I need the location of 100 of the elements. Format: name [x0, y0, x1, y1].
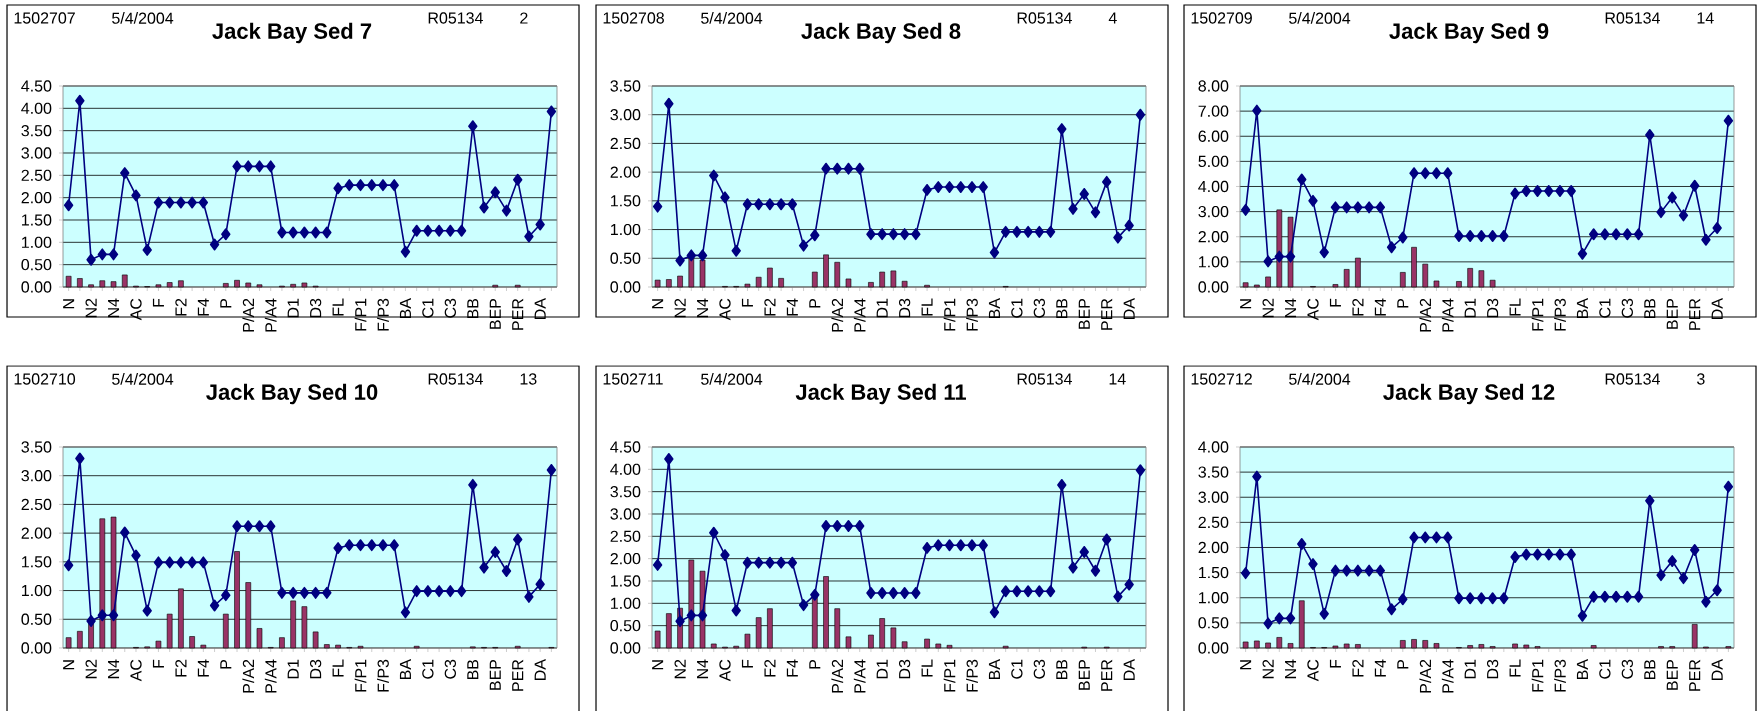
y-tick-label: 4.00: [1198, 180, 1229, 193]
x-tick-label: D3: [309, 298, 322, 318]
point: [798, 599, 809, 612]
y-tick-label: 2.00: [21, 527, 52, 539]
point: [1667, 555, 1677, 568]
x-tick-label: BB: [1056, 298, 1068, 319]
bar: [1467, 268, 1473, 288]
y-tick-label: 2.50: [610, 137, 641, 150]
bar: [812, 271, 818, 288]
point: [400, 606, 411, 619]
point: [501, 204, 512, 217]
point: [1135, 108, 1146, 121]
y-tick-label: 1.50: [611, 575, 641, 587]
bar: [677, 275, 683, 288]
x-tick-label: P/A2: [242, 659, 255, 693]
text: 2: [520, 12, 528, 24]
point: [164, 556, 175, 569]
x-tick-label: N: [63, 660, 75, 670]
x-tick-label: F: [152, 659, 164, 668]
bar: [121, 274, 128, 288]
point: [765, 198, 775, 211]
point: [490, 186, 500, 199]
bar: [1433, 643, 1440, 649]
y-tick-label: 1.50: [1199, 566, 1229, 579]
y-tick-label: 1.00: [611, 597, 641, 609]
point: [1420, 167, 1430, 180]
bar: [178, 280, 184, 288]
x-tick-label: C3: [1033, 659, 1046, 679]
y-tick-label: 4.00: [21, 102, 52, 114]
x-tick-label: C3: [444, 298, 457, 318]
point: [1577, 247, 1588, 260]
y-tick-label: 0.00: [610, 281, 641, 293]
x-tick-label: BA: [399, 298, 411, 319]
x-tick-label: P: [220, 659, 232, 669]
y-tick-label: 0.50: [21, 613, 52, 625]
x-tick-label: BA: [399, 659, 411, 680]
y-tick-label: 3.00: [1198, 491, 1229, 503]
point: [1398, 593, 1408, 606]
point: [855, 520, 865, 533]
point: [933, 539, 943, 552]
point: [1690, 544, 1700, 557]
x-tick-label: BEP: [1666, 298, 1678, 329]
x-tick-label: N: [1240, 299, 1252, 309]
point: [1465, 229, 1475, 242]
point: [978, 181, 988, 194]
point: [1113, 590, 1123, 603]
point: [378, 179, 388, 192]
point: [1510, 187, 1520, 200]
bar: [65, 637, 72, 649]
text: 13: [520, 373, 537, 385]
y-tick-label: 3.00: [610, 508, 641, 520]
point: [1510, 551, 1520, 564]
x-tick-label: F/P3: [966, 298, 978, 331]
bar: [901, 280, 908, 288]
x-tick-label: AC: [719, 659, 731, 682]
text: R05134: [1605, 373, 1660, 385]
point: [1678, 572, 1689, 585]
y-tick-label: 0.00: [21, 281, 52, 293]
bar: [1242, 641, 1249, 649]
text: 1502712: [1191, 373, 1252, 385]
x-tick-label: P: [220, 298, 232, 308]
point: [989, 246, 1000, 259]
y-tick-label: 1.50: [22, 214, 52, 226]
x-tick-label: P: [1397, 659, 1409, 669]
point: [697, 609, 708, 622]
point: [1544, 185, 1554, 198]
point: [479, 201, 489, 214]
bar: [1422, 640, 1429, 649]
point: [86, 614, 96, 627]
point: [1544, 548, 1554, 561]
x-tick-label: C1: [422, 659, 434, 679]
bar: [1467, 645, 1473, 649]
point: [1034, 225, 1045, 238]
bar: [868, 282, 874, 288]
point: [411, 585, 422, 598]
point: [1678, 209, 1689, 222]
point: [1341, 564, 1352, 577]
point: [1252, 104, 1262, 117]
point: [888, 587, 899, 600]
point: [675, 254, 685, 267]
point: [1532, 548, 1543, 561]
point: [1341, 201, 1352, 214]
point: [1023, 585, 1033, 598]
text: 5/4/2004: [112, 373, 174, 385]
bar: [77, 278, 83, 288]
point: [1068, 561, 1078, 574]
bar: [335, 644, 341, 649]
point: [1409, 531, 1419, 544]
x-tick-label: C3: [1033, 298, 1046, 318]
x-tick-label: P/A4: [1441, 298, 1454, 332]
point: [720, 549, 730, 562]
y-tick-label: 2.00: [1198, 231, 1229, 243]
point: [535, 578, 545, 591]
bar: [744, 283, 751, 288]
x-tick-label: P/A4: [1441, 659, 1454, 693]
point: [434, 224, 444, 237]
text: 4: [1108, 12, 1117, 24]
bar: [666, 279, 672, 288]
bar: [845, 278, 852, 288]
x-tick-label: P/A4: [264, 298, 277, 332]
